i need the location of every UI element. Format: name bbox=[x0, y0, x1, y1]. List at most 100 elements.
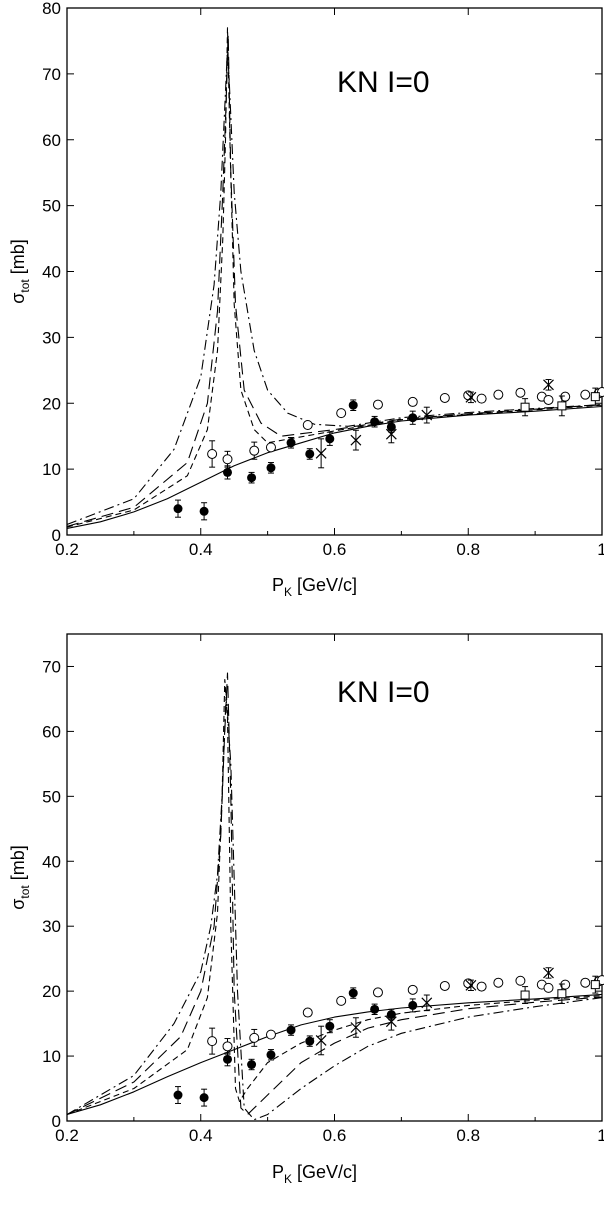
data-point-open bbox=[493, 977, 504, 988]
data-point-cross bbox=[465, 391, 477, 403]
data-point-open bbox=[249, 445, 260, 456]
data-point-open bbox=[543, 982, 554, 993]
x-tick-label: 0.2 bbox=[55, 540, 79, 559]
data-point-cross bbox=[543, 967, 554, 979]
data-point-cross bbox=[350, 434, 362, 446]
x-tick-label: 1 bbox=[597, 540, 604, 559]
y-tick-label: 50 bbox=[42, 787, 61, 806]
data-point-filled bbox=[223, 467, 232, 477]
x-axis-label: PK [GeV/c] bbox=[272, 575, 357, 599]
data-point-square bbox=[557, 989, 567, 999]
data-point-open bbox=[265, 1029, 276, 1040]
data-point-open bbox=[439, 392, 450, 403]
x-tick-label: 0.8 bbox=[456, 540, 480, 559]
curve-dashdot bbox=[67, 691, 602, 1121]
data-point-filled bbox=[370, 417, 380, 427]
data-point-square bbox=[557, 401, 567, 411]
data-point-cross bbox=[385, 1016, 397, 1028]
data-point-open bbox=[493, 389, 504, 400]
data-point-filled bbox=[247, 473, 257, 483]
curve-longdash bbox=[67, 672, 602, 1116]
data-point-open bbox=[439, 980, 450, 991]
data-point-cross bbox=[385, 428, 397, 440]
data-point-open bbox=[476, 981, 487, 992]
data-point-open bbox=[302, 419, 313, 430]
data-point-open bbox=[207, 1036, 218, 1047]
data-point-open bbox=[336, 995, 347, 1006]
curve-dashed bbox=[67, 678, 602, 1116]
data-point-open bbox=[302, 1007, 313, 1018]
annotation-label: KN I=0 bbox=[337, 676, 430, 709]
x-tick-label: 0.6 bbox=[323, 1126, 347, 1145]
data-point-open bbox=[560, 979, 571, 990]
y-axis-label: σtot [mb] bbox=[8, 239, 32, 303]
data-point-square bbox=[520, 402, 530, 412]
data-point-filled bbox=[305, 449, 315, 459]
y-tick-label: 20 bbox=[42, 982, 61, 1001]
data-point-open bbox=[515, 387, 526, 398]
data-point-open bbox=[515, 975, 526, 986]
data-point-cross bbox=[421, 409, 433, 421]
plot-frame bbox=[66, 7, 603, 536]
data-point-filled bbox=[286, 438, 296, 448]
y-axis-label: σtot [mb] bbox=[8, 845, 32, 909]
y-tick-label: 10 bbox=[42, 460, 61, 479]
data-point-open bbox=[336, 408, 347, 419]
data-point-open bbox=[560, 391, 571, 402]
data-point-filled bbox=[199, 1093, 209, 1103]
curve-dashed bbox=[67, 27, 602, 528]
data-point-cross bbox=[350, 1022, 362, 1033]
data-point-filled bbox=[325, 434, 335, 444]
x-tick-label: 0.4 bbox=[189, 540, 213, 559]
y-tick-label: 10 bbox=[42, 1047, 61, 1066]
data-point-open bbox=[407, 984, 418, 995]
y-tick-label: 70 bbox=[42, 657, 61, 676]
data-point-open bbox=[249, 1032, 260, 1043]
data-point-open bbox=[580, 977, 591, 988]
data-point-cross bbox=[315, 1035, 327, 1046]
data-point-open bbox=[407, 396, 418, 407]
data-point-filled bbox=[266, 463, 276, 473]
data-point-filled bbox=[370, 1004, 380, 1014]
data-point-filled bbox=[348, 988, 358, 998]
y-tick-label: 30 bbox=[42, 917, 61, 936]
y-tick-label: 40 bbox=[42, 852, 61, 871]
x-tick-label: 0.2 bbox=[55, 1126, 79, 1145]
x-tick-label: 0.8 bbox=[456, 1126, 480, 1145]
annotation-label: KN I=0 bbox=[337, 66, 430, 99]
x-axis-label: PK [GeV/c] bbox=[272, 1162, 357, 1186]
data-point-filled bbox=[305, 1036, 315, 1046]
data-point-open bbox=[476, 393, 487, 404]
data-point-filled bbox=[223, 1054, 232, 1064]
data-point-filled bbox=[408, 1000, 418, 1010]
y-tick-label: 70 bbox=[42, 65, 61, 84]
y-tick-label: 0 bbox=[52, 1112, 61, 1131]
data-point-filled bbox=[286, 1025, 296, 1035]
data-point-open bbox=[222, 1041, 233, 1052]
y-tick-label: 30 bbox=[42, 328, 61, 347]
data-point-open bbox=[372, 399, 383, 410]
y-tick-label: 60 bbox=[42, 722, 61, 741]
curves-group bbox=[67, 27, 602, 529]
data-point-square bbox=[590, 392, 600, 402]
y-tick-label: 20 bbox=[42, 394, 61, 413]
data-point-cross bbox=[543, 379, 554, 391]
curve-dashdot bbox=[67, 46, 602, 526]
data-point-filled bbox=[266, 1050, 276, 1060]
data-point-open bbox=[372, 987, 383, 998]
y-tick-label: 60 bbox=[42, 131, 61, 150]
x-tick-label: 0.6 bbox=[323, 540, 347, 559]
data-point-square bbox=[520, 990, 530, 1000]
data-point-filled bbox=[408, 413, 418, 423]
data-point-open bbox=[543, 394, 554, 405]
data-point-square bbox=[590, 980, 600, 990]
y-tick-label: 80 bbox=[42, 0, 61, 18]
data-point-cross bbox=[465, 979, 477, 991]
data-point-cross bbox=[315, 447, 327, 459]
data-point-open bbox=[222, 454, 233, 465]
plot-frame bbox=[66, 633, 603, 1122]
data-point-filled bbox=[247, 1060, 257, 1070]
